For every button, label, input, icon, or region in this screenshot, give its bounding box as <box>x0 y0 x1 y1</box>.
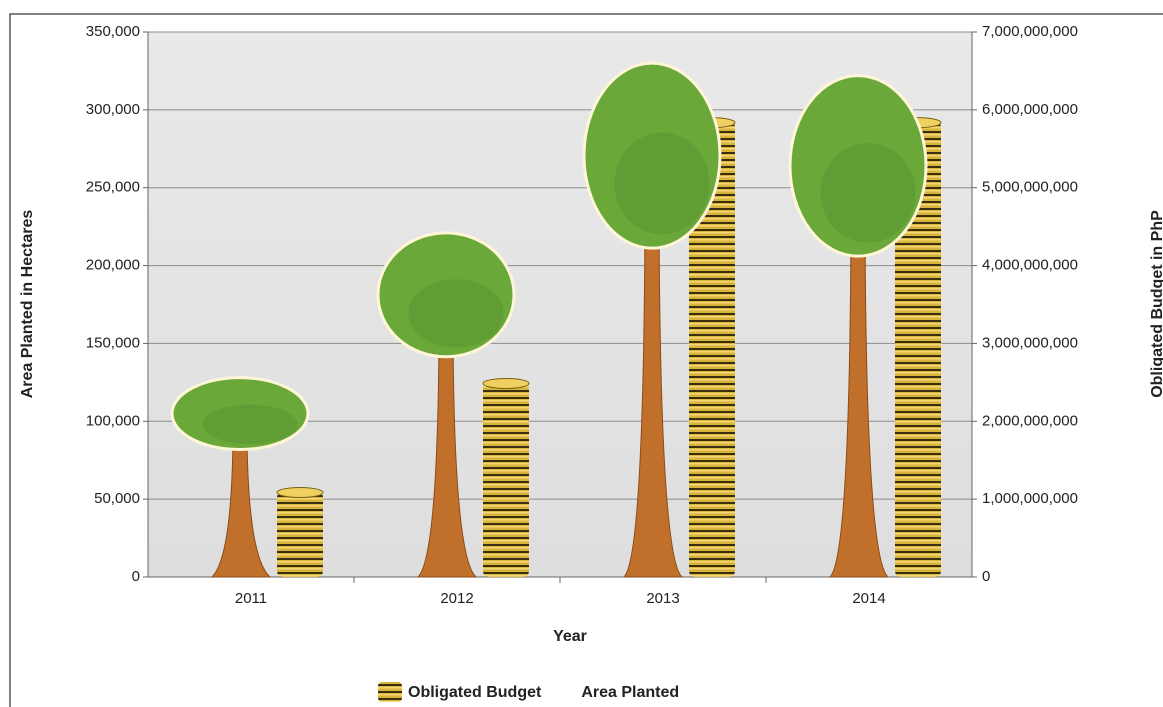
y2-tick-label: 2,000,000,000 <box>982 412 1078 429</box>
tree-crown-shade <box>408 279 504 348</box>
y-tick-label: 150,000 <box>86 334 140 351</box>
y2-tick-label: 6,000,000,000 <box>982 101 1078 118</box>
coin-body <box>277 491 323 577</box>
y-tick-label: 0 <box>132 568 140 585</box>
coin-stack <box>482 377 530 577</box>
y-axis-title: Area Planted in Hectares <box>19 210 36 399</box>
x-axis-title: Year <box>553 628 587 645</box>
y2-tick-label: 5,000,000,000 <box>982 179 1078 196</box>
coin-body <box>483 382 529 577</box>
y2-tick-label: 4,000,000,000 <box>982 257 1078 274</box>
y-tick-label: 350,000 <box>86 23 140 40</box>
tree <box>376 231 516 578</box>
y2-tick-label: 0 <box>982 568 990 585</box>
coin-top <box>482 377 530 389</box>
y2-axis-title: Obligated Budget in PhP <box>1149 210 1163 398</box>
x-tick-label: 2013 <box>646 590 679 607</box>
coin-top <box>276 486 324 498</box>
y-tick-label: 200,000 <box>86 257 140 274</box>
tree-crown-shade <box>614 132 710 235</box>
tree <box>582 61 722 578</box>
coin-body <box>689 121 735 578</box>
legend-swatch <box>378 682 402 702</box>
frame <box>9 13 1163 707</box>
tree <box>788 74 928 578</box>
tree <box>170 376 310 578</box>
coin-stack <box>276 486 324 577</box>
tree-crown-shade <box>202 404 298 445</box>
tree-crown-shade <box>820 143 916 243</box>
y2-tick-label: 7,000,000,000 <box>982 23 1078 40</box>
x-tick-label: 2014 <box>852 590 885 607</box>
y-tick-label: 300,000 <box>86 101 140 118</box>
x-tick-label: 2011 <box>235 590 267 607</box>
y-tick-label: 50,000 <box>94 490 140 507</box>
coin-body <box>895 121 941 578</box>
x-tick-label: 2012 <box>440 590 473 607</box>
y2-tick-label: 1,000,000,000 <box>982 490 1078 507</box>
legend-text: Obligated Budget <box>408 684 542 701</box>
y-tick-label: 250,000 <box>86 179 140 196</box>
y-tick-label: 100,000 <box>86 412 140 429</box>
legend-text: Area Planted <box>581 684 679 701</box>
y2-tick-label: 3,000,000,000 <box>982 334 1078 351</box>
